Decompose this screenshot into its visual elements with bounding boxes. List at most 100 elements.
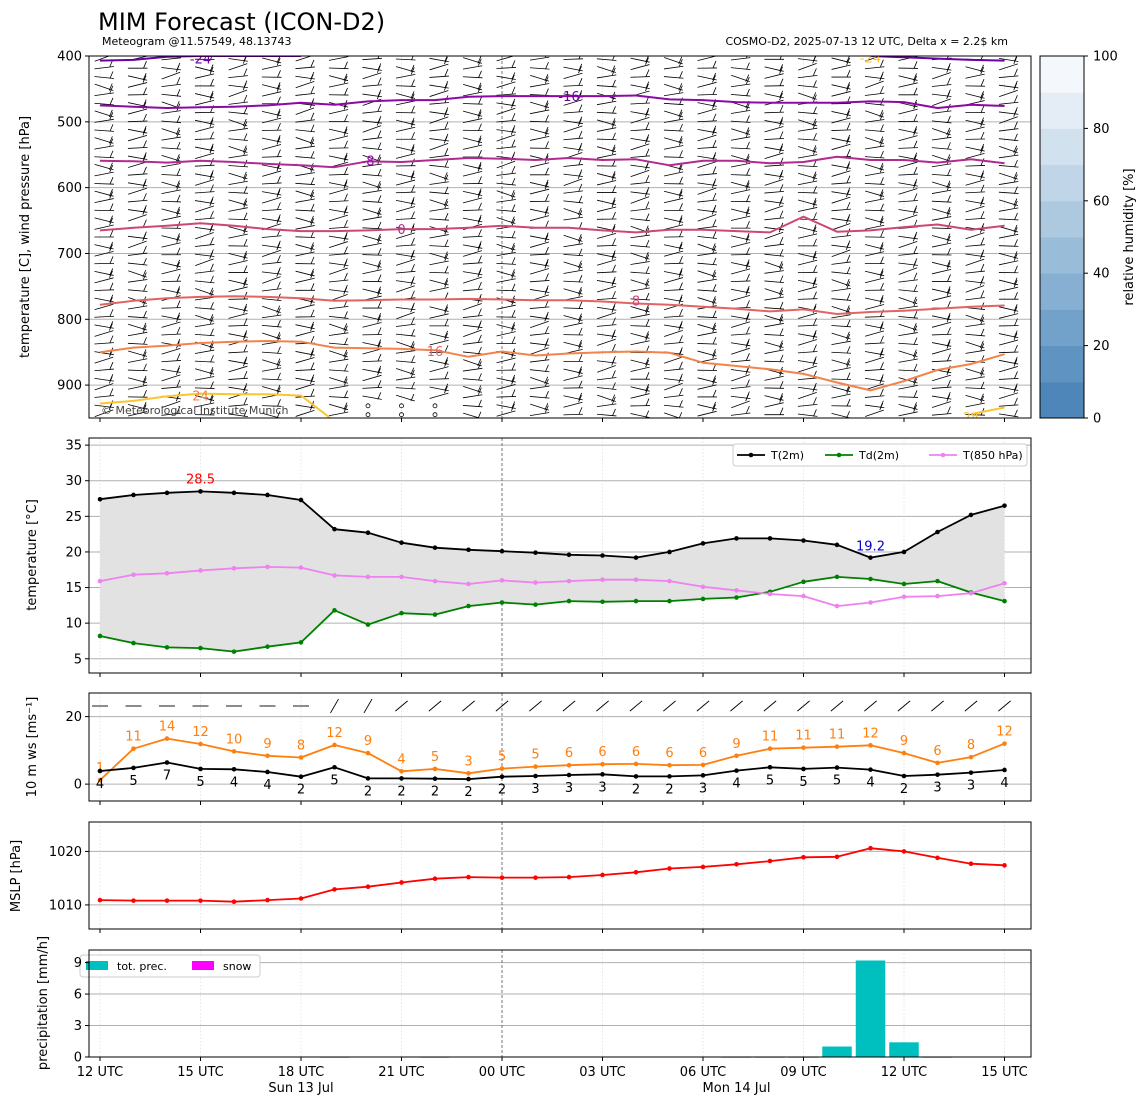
calm-wind-circle: [399, 412, 404, 418]
wind-barb-flag: [243, 226, 248, 235]
wind-barb: [797, 253, 818, 259]
wind-barb-flag: [242, 385, 247, 393]
wind-barb-flag: [310, 388, 315, 397]
wind-barb-flag: [611, 146, 616, 155]
wind-barb: [127, 262, 148, 266]
colorbar-tick-label: 20: [1093, 339, 1110, 354]
wind-barb-flag: [343, 378, 348, 386]
wind-barb: [194, 307, 215, 310]
wind-barb-flag: [779, 184, 784, 192]
wind-barb: [429, 279, 449, 286]
wind-barb: [730, 412, 751, 416]
wind-barb: [563, 178, 583, 186]
wind-barb-flag: [980, 170, 985, 178]
wind-barb: [529, 700, 542, 712]
wind-barb-flag: [879, 323, 884, 332]
wind-barb-flag: [779, 104, 784, 113]
wind-barb-flag: [511, 86, 516, 95]
wind-barb: [295, 330, 315, 337]
wind-barb: [731, 128, 751, 135]
wind-barb-flag: [444, 251, 448, 259]
wind-barb-flag: [243, 133, 248, 141]
data-point: [968, 590, 974, 596]
wind-barb: [295, 395, 315, 398]
wind-barb-flag: [746, 353, 750, 361]
wind-barb-flag: [712, 87, 717, 95]
wind-barb: [328, 332, 349, 336]
wind-barb-flag: [644, 251, 649, 260]
wind-barb-flag: [678, 83, 683, 91]
colorbar-segment: [1040, 164, 1084, 202]
data-point: [499, 600, 505, 605]
wind-barb: [697, 350, 717, 357]
data-point: [868, 600, 873, 605]
wind-barb-flag: [912, 234, 917, 242]
wind-barb: [831, 271, 851, 275]
wind-barb: [764, 190, 784, 194]
wind-barb-flag: [276, 411, 281, 418]
wind-barb: [797, 286, 818, 293]
wind-barb: [931, 235, 952, 242]
wind-barb-flag: [310, 112, 315, 120]
wind-barb-flag: [645, 357, 649, 365]
wind-barb-flag: [745, 182, 750, 190]
wind-barb: [931, 333, 952, 336]
data-label: 2: [900, 782, 908, 797]
wind-barb: [395, 323, 416, 327]
wind-barb-flag: [511, 271, 516, 279]
wind-barb: [496, 199, 516, 203]
data-point: [298, 774, 304, 779]
wind-barb-flag: [678, 215, 683, 223]
wind-barb-flag: [812, 94, 817, 102]
wind-barb: [529, 67, 550, 70]
wind-barb: [797, 111, 818, 115]
wind-barb: [261, 91, 282, 97]
wind-barb-flag: [209, 66, 214, 75]
data-point: [935, 529, 940, 535]
wind-barb-flag: [511, 230, 516, 239]
wind-barb-flag: [578, 116, 583, 124]
y-tick-label: 1010: [49, 898, 82, 913]
wind-barb-flag: [880, 177, 884, 185]
wind-barb-flag: [511, 322, 515, 330]
time-tick-label: 15 UTC: [177, 1065, 223, 1080]
wind-barb-flag: [511, 362, 516, 371]
wind-barb: [362, 242, 382, 248]
wind-barb-flag: [142, 99, 147, 107]
wind-barb: [898, 240, 918, 249]
wind-barb-flag: [1013, 385, 1018, 394]
wind-barb-flag: [511, 48, 514, 55]
data-label: 10: [226, 732, 243, 747]
wind-barb: [965, 205, 985, 213]
wind-barb-flag: [644, 189, 649, 197]
wind-barb-flag: [578, 236, 583, 244]
wind-barb-flag: [176, 365, 181, 373]
colorbar-segment: [1040, 309, 1084, 347]
wind-barb-flag: [946, 339, 951, 347]
wind-barb-flag: [913, 205, 918, 213]
wind-barb-flag: [176, 247, 181, 255]
wind-barb: [697, 270, 717, 278]
wind-barb-flag: [679, 282, 683, 290]
wind-barb: [764, 360, 785, 363]
wind-barb-flag: [879, 374, 884, 382]
wind-barb: [161, 83, 181, 88]
wind-barb-flag: [879, 165, 884, 173]
wind-barb: [127, 173, 148, 176]
wind-barb-flag: [980, 79, 985, 87]
wind-barb: [663, 118, 684, 123]
wind-barb-flag: [880, 335, 884, 344]
wind-barb: [730, 235, 751, 241]
wind-barb-flag: [510, 101, 515, 109]
wind-barb: [663, 129, 684, 132]
wind-barb: [563, 84, 584, 87]
wind-barb-flag: [645, 331, 649, 339]
wind-barb-flag: [343, 126, 348, 134]
wind-barb: [396, 232, 416, 240]
data-point: [700, 762, 706, 768]
wind-barb-flag: [578, 342, 583, 350]
data-point: [164, 490, 170, 496]
wind-barb-flag: [343, 152, 348, 161]
wind-barb-flag: [645, 134, 650, 142]
wind-barb: [395, 73, 416, 79]
